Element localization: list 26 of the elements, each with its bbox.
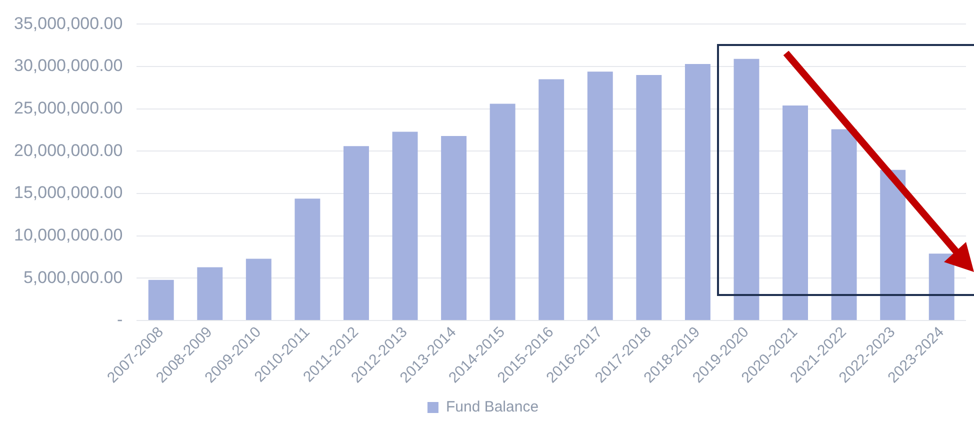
y-tick-label: 35,000,000.00 — [14, 14, 123, 33]
bar — [782, 105, 808, 320]
bar — [684, 64, 710, 320]
bar — [148, 280, 174, 320]
bar — [392, 132, 418, 320]
y-tick-label: 5,000,000.00 — [23, 268, 123, 287]
y-tick-label: 30,000,000.00 — [14, 56, 123, 76]
y-tick-label: 20,000,000.00 — [14, 140, 123, 160]
y-tick-label: 15,000,000.00 — [14, 183, 123, 202]
bar — [928, 254, 954, 320]
y-tick-label: 25,000,000.00 — [14, 98, 123, 118]
bar — [587, 72, 613, 320]
bar — [246, 258, 272, 320]
bar — [636, 75, 662, 320]
legend-label: Fund Balance — [446, 398, 539, 416]
bar — [344, 146, 369, 320]
bar — [294, 198, 320, 320]
bar — [880, 170, 906, 320]
bar — [831, 129, 857, 320]
bar — [197, 267, 223, 320]
y-tick-label: 10,000,000.00 — [14, 226, 123, 245]
y-tick-label: - — [117, 310, 123, 330]
bar — [538, 79, 564, 320]
bar — [441, 136, 467, 320]
bar — [734, 58, 760, 320]
bar — [490, 104, 516, 320]
